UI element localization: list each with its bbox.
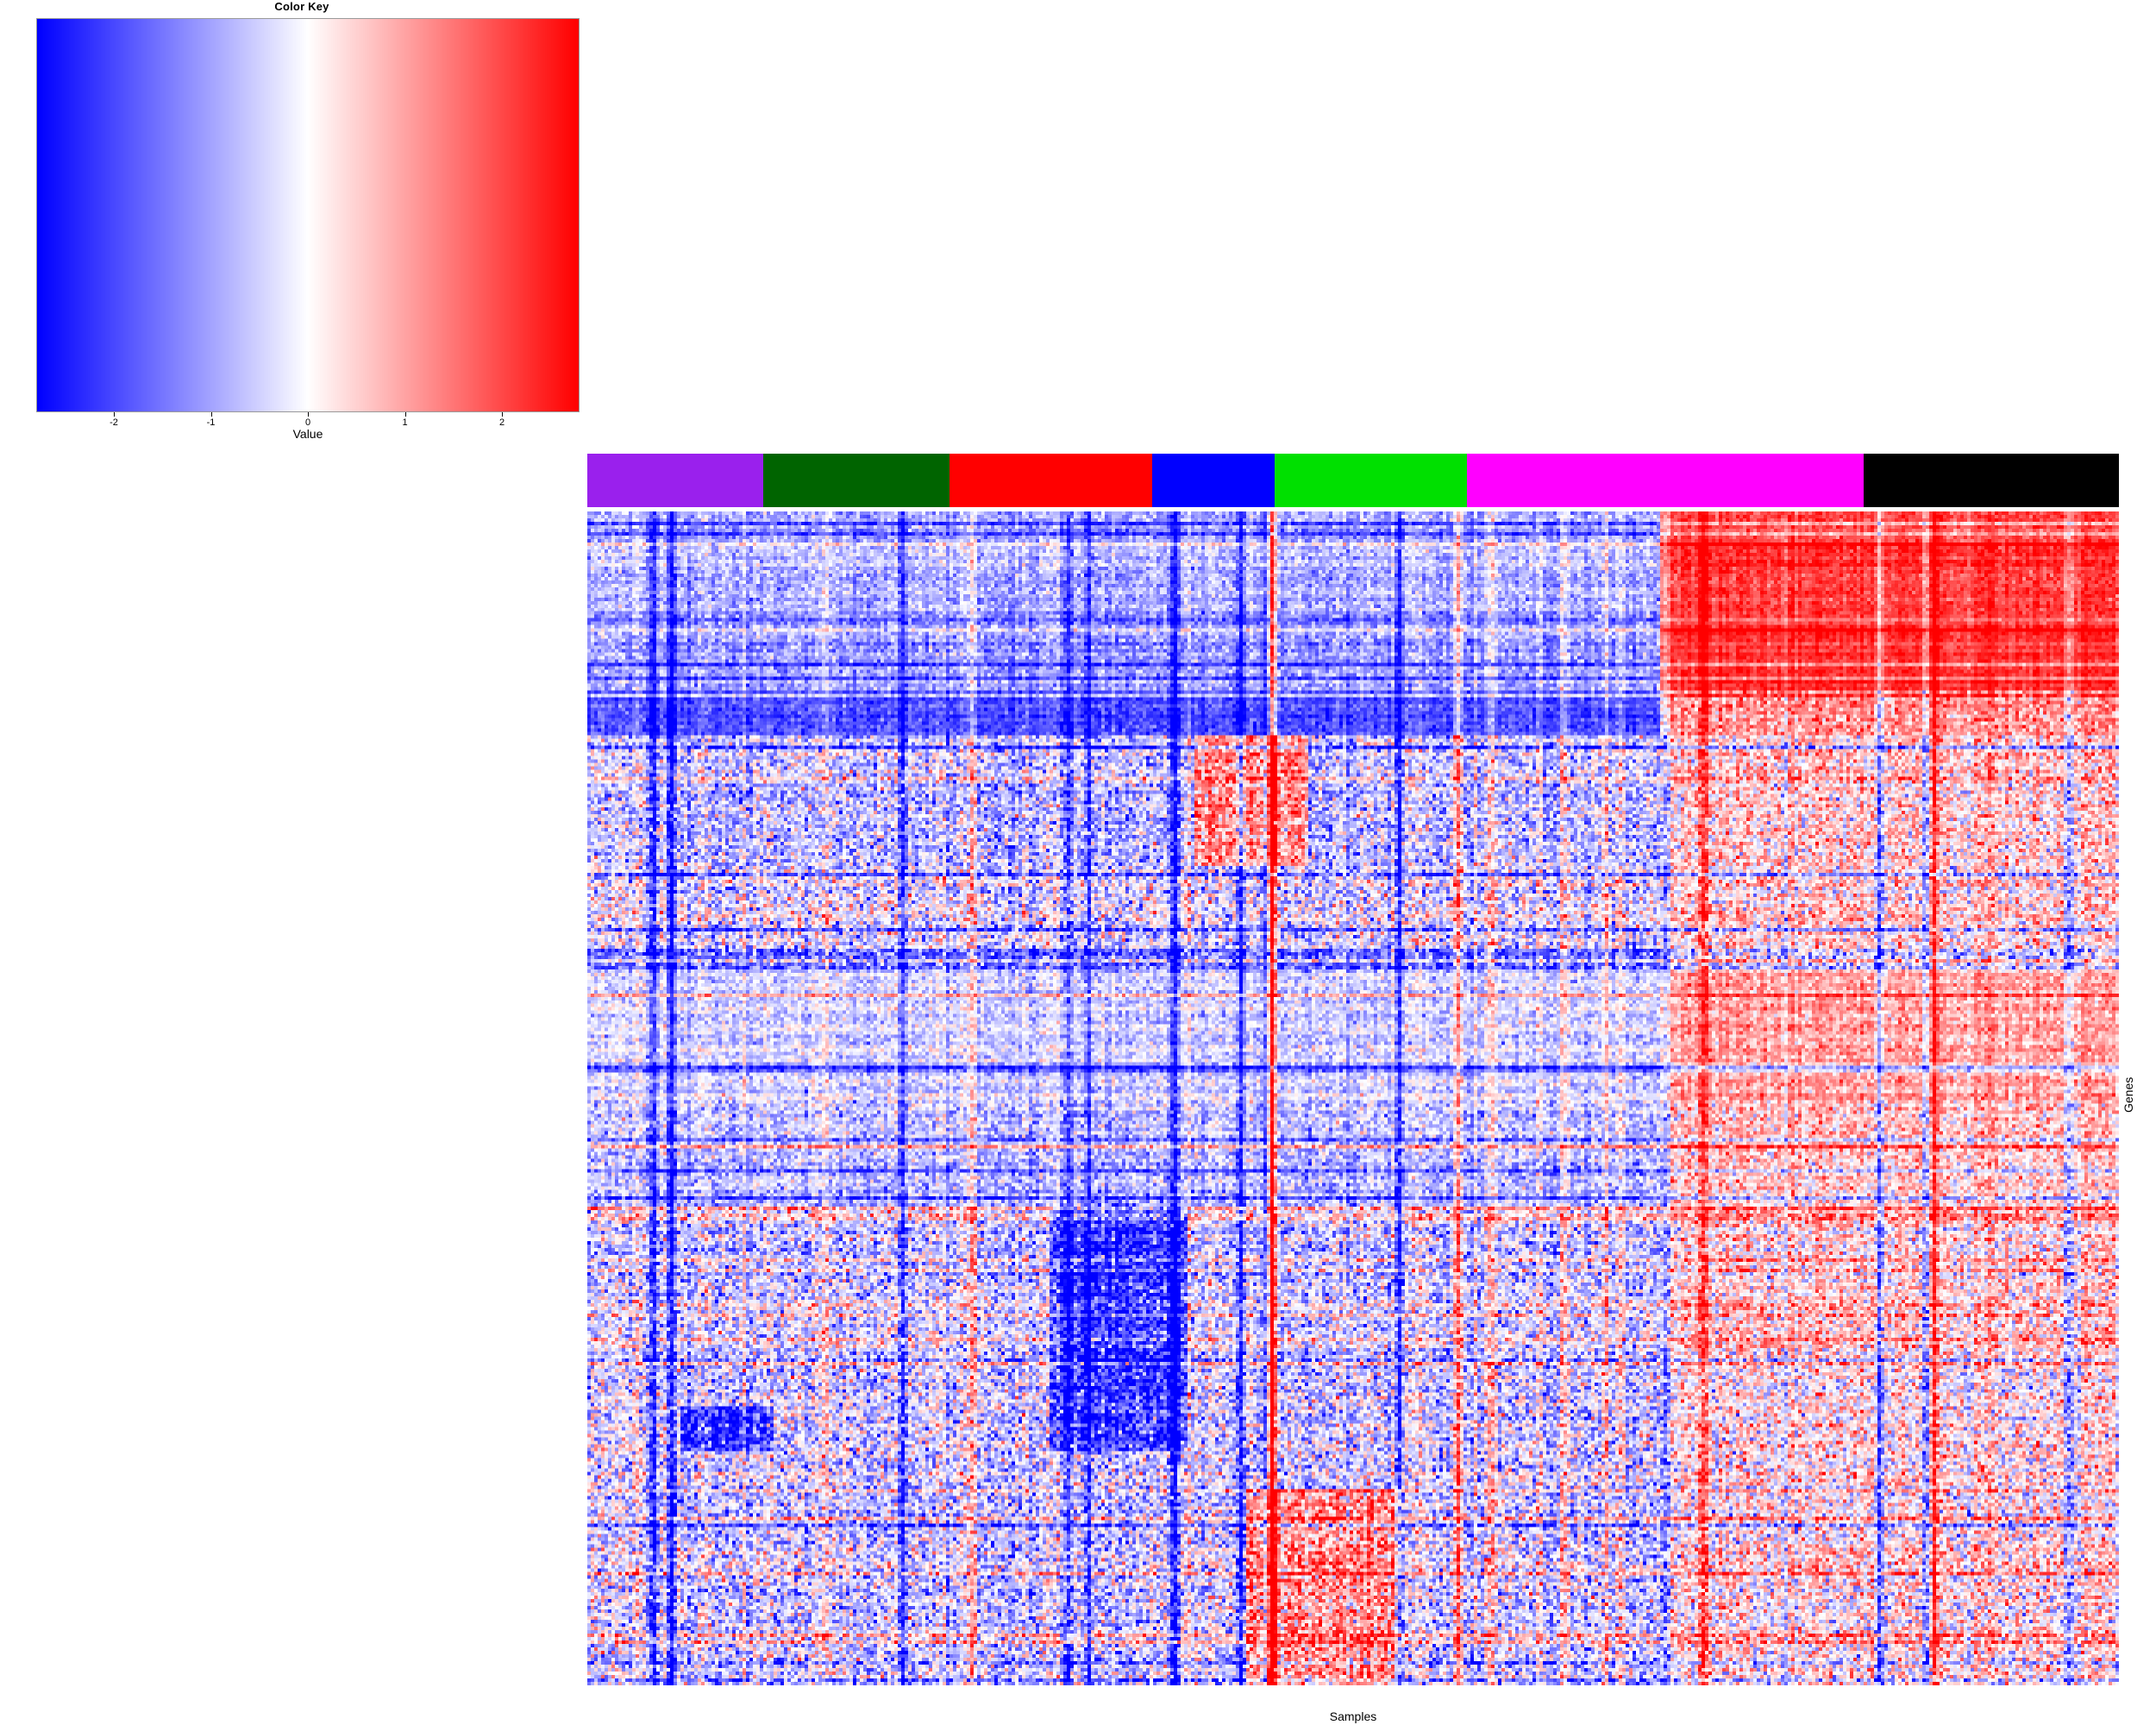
heatmap-matrix bbox=[587, 511, 2119, 1685]
color-key-tick-mark bbox=[114, 412, 115, 417]
color-bar-segment-group-blue bbox=[1152, 454, 1275, 507]
color-key-tick-label: -1 bbox=[206, 417, 216, 428]
color-key-gradient-box bbox=[36, 18, 580, 412]
color-bar-segment-group-darkgreen bbox=[763, 454, 950, 507]
heatmap-region bbox=[587, 454, 2120, 1685]
color-key-tick-label: 0 bbox=[304, 417, 311, 428]
color-key-axis: -2 -1 0 1 2 bbox=[36, 412, 580, 438]
y-axis-label: Genes bbox=[2122, 1076, 2135, 1113]
color-key-tick-label: 1 bbox=[402, 417, 408, 428]
x-axis-label: Samples bbox=[1329, 1709, 1377, 1723]
color-key-axis-label: Value bbox=[292, 427, 323, 441]
color-key-tick-label: -2 bbox=[110, 417, 118, 428]
color-bar-segment-group-purple bbox=[587, 454, 764, 507]
color-key-tick-mark bbox=[210, 412, 212, 417]
color-bar-segment-group-black bbox=[1863, 454, 2120, 507]
sample-group-color-bar bbox=[587, 454, 2120, 507]
heatmap-canvas bbox=[587, 511, 2119, 1685]
color-bar-segment-group-red bbox=[950, 454, 1152, 507]
color-key-gradient bbox=[37, 19, 579, 411]
color-key: Color Key -2 -1 0 1 2 Value bbox=[0, 0, 604, 448]
color-bar-segment-group-magenta bbox=[1466, 454, 1864, 507]
color-key-tick-mark bbox=[404, 412, 406, 417]
color-key-tick-mark bbox=[308, 412, 309, 417]
color-key-title: Color Key bbox=[274, 0, 329, 13]
color-key-tick-label: 2 bbox=[498, 417, 505, 428]
color-key-tick-mark bbox=[502, 412, 503, 417]
color-bar-segment-group-green bbox=[1275, 454, 1467, 507]
